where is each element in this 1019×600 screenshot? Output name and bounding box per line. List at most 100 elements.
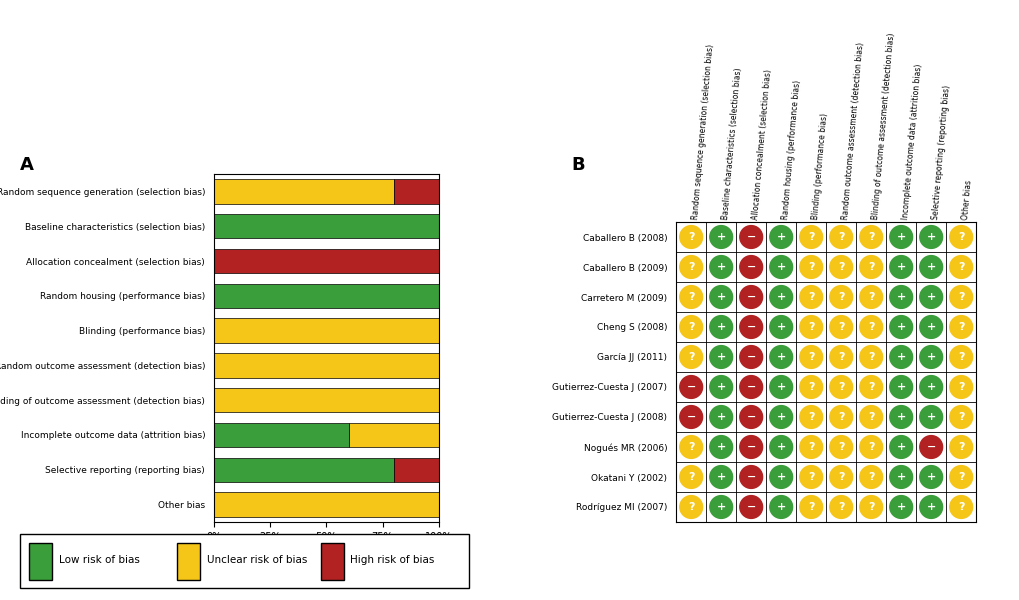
- Circle shape: [799, 286, 821, 308]
- Text: ?: ?: [687, 292, 694, 302]
- Circle shape: [949, 346, 972, 368]
- Text: +: +: [925, 352, 934, 362]
- Bar: [321, 543, 343, 580]
- Text: ?: ?: [838, 412, 844, 422]
- Circle shape: [739, 466, 762, 488]
- Text: +: +: [925, 322, 934, 332]
- Circle shape: [889, 256, 912, 278]
- Circle shape: [949, 256, 972, 278]
- Circle shape: [679, 466, 702, 488]
- Circle shape: [679, 346, 702, 368]
- Text: +: +: [775, 502, 785, 512]
- Bar: [214, 388, 438, 412]
- Text: +: +: [775, 442, 785, 452]
- Text: +: +: [925, 502, 934, 512]
- Text: +: +: [896, 262, 905, 272]
- Circle shape: [859, 496, 881, 518]
- Circle shape: [889, 226, 912, 248]
- Text: ?: ?: [957, 352, 964, 362]
- Text: −: −: [746, 382, 755, 392]
- Bar: [214, 353, 438, 377]
- Text: +: +: [775, 322, 785, 332]
- Text: ?: ?: [957, 262, 964, 272]
- Text: +: +: [925, 232, 934, 242]
- Circle shape: [889, 346, 912, 368]
- Text: −: −: [925, 442, 935, 452]
- Text: Random sequence generation (selection bias): Random sequence generation (selection bi…: [691, 44, 714, 220]
- Circle shape: [679, 226, 702, 248]
- Circle shape: [799, 496, 821, 518]
- Bar: [393, 458, 438, 482]
- Circle shape: [829, 286, 852, 308]
- Circle shape: [679, 376, 702, 398]
- Circle shape: [709, 406, 732, 428]
- Text: ?: ?: [687, 472, 694, 482]
- Text: +: +: [896, 232, 905, 242]
- Circle shape: [949, 316, 972, 338]
- Circle shape: [889, 466, 912, 488]
- Text: ?: ?: [867, 352, 873, 362]
- Text: −: −: [686, 412, 695, 422]
- Text: ?: ?: [687, 442, 694, 452]
- Circle shape: [709, 226, 732, 248]
- Circle shape: [679, 286, 702, 308]
- Text: +: +: [775, 352, 785, 362]
- Text: ?: ?: [867, 382, 873, 392]
- Text: ?: ?: [807, 502, 813, 512]
- Bar: [214, 249, 438, 273]
- Circle shape: [739, 496, 762, 518]
- Circle shape: [829, 256, 852, 278]
- Text: −: −: [746, 412, 755, 422]
- Text: −: −: [746, 502, 755, 512]
- Circle shape: [859, 286, 881, 308]
- Text: +: +: [716, 292, 726, 302]
- Text: ?: ?: [957, 442, 964, 452]
- Text: ?: ?: [957, 412, 964, 422]
- Circle shape: [949, 496, 972, 518]
- Text: −: −: [746, 262, 755, 272]
- Text: ?: ?: [838, 262, 844, 272]
- Circle shape: [799, 256, 821, 278]
- Bar: [393, 179, 438, 203]
- Text: ?: ?: [867, 502, 873, 512]
- Text: +: +: [716, 502, 726, 512]
- Text: +: +: [896, 472, 905, 482]
- Text: ?: ?: [838, 322, 844, 332]
- Circle shape: [949, 286, 972, 308]
- Text: ?: ?: [867, 292, 873, 302]
- Text: ?: ?: [687, 502, 694, 512]
- Text: +: +: [896, 322, 905, 332]
- Text: ?: ?: [867, 262, 873, 272]
- Circle shape: [799, 376, 821, 398]
- Circle shape: [919, 496, 942, 518]
- Circle shape: [739, 316, 762, 338]
- Bar: [214, 423, 348, 447]
- Text: ?: ?: [838, 352, 844, 362]
- Text: +: +: [716, 412, 726, 422]
- Circle shape: [769, 286, 792, 308]
- Circle shape: [799, 436, 821, 458]
- Circle shape: [679, 496, 702, 518]
- Text: ?: ?: [807, 472, 813, 482]
- Text: +: +: [925, 382, 934, 392]
- Circle shape: [679, 406, 702, 428]
- Circle shape: [829, 466, 852, 488]
- Text: +: +: [775, 472, 785, 482]
- Text: −: −: [746, 442, 755, 452]
- Text: +: +: [716, 472, 726, 482]
- Circle shape: [949, 466, 972, 488]
- Text: +: +: [775, 382, 785, 392]
- Circle shape: [709, 376, 732, 398]
- Bar: [30, 543, 52, 580]
- Text: +: +: [896, 352, 905, 362]
- Text: ?: ?: [957, 472, 964, 482]
- Circle shape: [709, 346, 732, 368]
- Bar: [177, 543, 200, 580]
- Circle shape: [829, 376, 852, 398]
- Text: +: +: [896, 412, 905, 422]
- Circle shape: [859, 256, 881, 278]
- Text: ?: ?: [687, 322, 694, 332]
- Text: Random outcome assessment (detection bias): Random outcome assessment (detection bia…: [841, 42, 865, 220]
- Circle shape: [889, 436, 912, 458]
- Text: −: −: [686, 382, 695, 392]
